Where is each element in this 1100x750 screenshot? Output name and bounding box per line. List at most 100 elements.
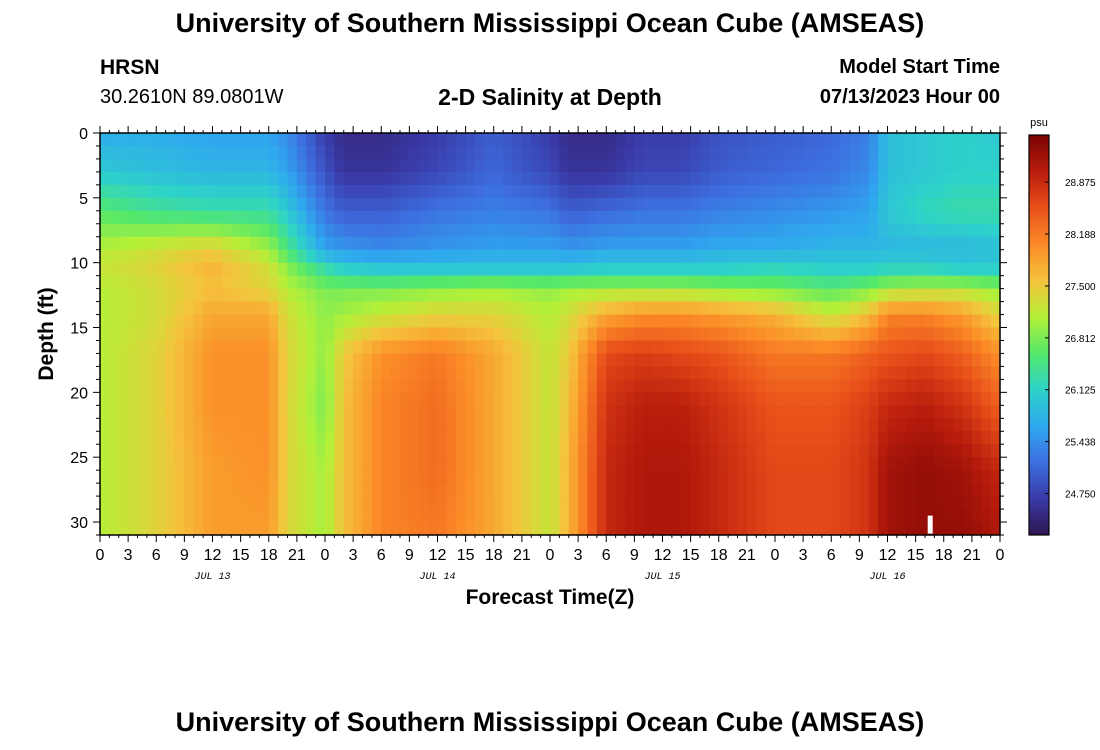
heatmap-cell (540, 392, 551, 406)
heatmap-cell (568, 470, 579, 484)
heatmap-cell (709, 184, 720, 199)
heatmap-cell (156, 405, 167, 419)
heatmap-cell (718, 340, 729, 355)
heatmap-cell (587, 197, 598, 212)
heatmap-cell (578, 496, 589, 510)
heatmap-cell (709, 392, 720, 406)
heatmap-cell (925, 236, 935, 251)
heatmap-cell (268, 145, 279, 160)
heatmap-cell (418, 197, 429, 212)
heatmap-cell (512, 223, 523, 238)
heatmap-cell (925, 444, 935, 458)
heatmap-cell (400, 522, 410, 535)
heatmap-cell (953, 353, 964, 368)
heatmap-cell (240, 431, 251, 445)
heatmap-cell (896, 184, 907, 199)
heatmap-cell (512, 184, 523, 199)
heatmap-cell (615, 327, 626, 342)
heatmap-cell (850, 431, 860, 445)
heatmap-cell (465, 366, 476, 380)
heatmap-cell (765, 158, 776, 173)
heatmap-cell (578, 314, 589, 329)
heatmap-cell (465, 327, 476, 342)
heatmap-cell (653, 418, 664, 432)
heatmap-cell (540, 405, 551, 419)
heatmap-cell (315, 236, 326, 251)
heatmap-cell (643, 353, 654, 368)
heatmap-cell (390, 405, 401, 419)
heatmap-cell (175, 496, 185, 510)
heatmap-cell (250, 275, 260, 290)
heatmap-cell (193, 392, 204, 406)
heatmap-cell (353, 418, 364, 432)
heatmap-cell (568, 133, 579, 147)
heatmap-cell (315, 457, 326, 471)
heatmap-cell (146, 496, 157, 510)
heatmap-cell (212, 249, 223, 264)
heatmap-cell (915, 171, 926, 186)
heatmap-cell (728, 223, 739, 238)
x-tick-label: 6 (602, 547, 611, 564)
heatmap-cell (268, 509, 279, 523)
heatmap-cell (681, 496, 692, 510)
heatmap-cell (109, 522, 120, 535)
heatmap-cell (137, 379, 148, 393)
heatmap-cell (775, 145, 785, 160)
heatmap-cell (831, 483, 842, 497)
heatmap-cell (793, 275, 804, 290)
heatmap-cell (306, 288, 317, 303)
heatmap-cell (690, 223, 701, 238)
heatmap-cell (784, 223, 795, 238)
heatmap-cell (671, 236, 682, 251)
heatmap-cell (371, 522, 382, 535)
heatmap-cell (203, 483, 214, 497)
heatmap-cell (625, 262, 635, 277)
heatmap-cell (831, 340, 842, 355)
heatmap-cell (418, 522, 429, 535)
heatmap-cell (268, 210, 279, 225)
heatmap-cell (137, 171, 148, 186)
heatmap-cell (803, 392, 814, 406)
heatmap-cell (343, 444, 354, 458)
heatmap-cell (362, 405, 373, 419)
heatmap-cell (409, 327, 420, 342)
heatmap-cell (287, 470, 298, 484)
heatmap-cell (268, 236, 279, 251)
heatmap-cell (737, 288, 748, 303)
heatmap-cell (175, 431, 185, 445)
heatmap-cell (465, 353, 476, 368)
heatmap-cell (718, 171, 729, 186)
heatmap-cell (634, 366, 645, 380)
heatmap-cell (662, 327, 673, 342)
heatmap-cell (484, 314, 495, 329)
heatmap-cell (953, 509, 964, 523)
heatmap-cell (306, 353, 317, 368)
heatmap-cell (306, 249, 317, 264)
heatmap-cell (596, 431, 607, 445)
heatmap-cell (109, 184, 120, 199)
heatmap-cell (128, 223, 139, 238)
heatmap-cell (221, 314, 232, 329)
heatmap-cell (896, 405, 907, 419)
heatmap-cell (465, 483, 476, 497)
heatmap-cell (775, 470, 785, 484)
heatmap-cell (428, 340, 439, 355)
heatmap-cell (587, 158, 598, 173)
heatmap-cell (221, 133, 232, 147)
heatmap-cell (193, 405, 204, 419)
heatmap-cell (625, 353, 635, 368)
heatmap-cell (334, 444, 345, 458)
heatmap-cell (550, 496, 560, 510)
heatmap-cell (521, 483, 532, 497)
heatmap-cell (915, 327, 926, 342)
heatmap-cell (353, 314, 364, 329)
heatmap-cell (334, 340, 345, 355)
heatmap-cell (812, 236, 823, 251)
heatmap-cell (203, 262, 214, 277)
heatmap-cell (606, 301, 617, 316)
heatmap-cell (334, 327, 345, 342)
heatmap-cell (803, 262, 814, 277)
heatmap-cell (887, 470, 898, 484)
heatmap-cell (896, 197, 907, 212)
heatmap-cell (156, 288, 167, 303)
